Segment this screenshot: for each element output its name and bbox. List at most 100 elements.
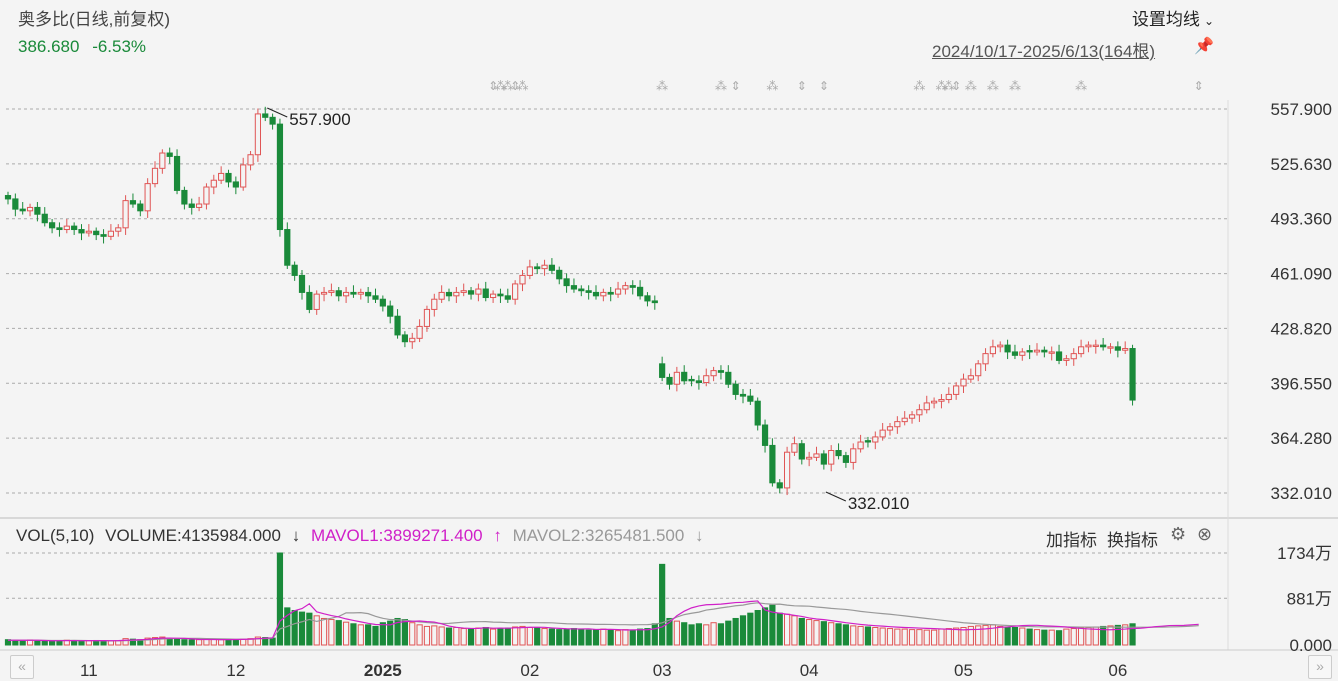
candle-body	[850, 448, 857, 463]
volume-bar	[710, 622, 717, 646]
volume-bar	[181, 639, 188, 646]
volume-bar	[739, 615, 747, 646]
candle-body	[144, 183, 151, 212]
candle-body	[739, 393, 747, 397]
volume-bar	[291, 610, 298, 646]
volume-indicator-bar: VOL(5,10) VOLUME:4135984.000 ↓ MAVOL1:38…	[16, 526, 710, 546]
candle-body	[49, 222, 56, 229]
candle-body	[1107, 346, 1114, 349]
candle-body	[872, 436, 879, 443]
change-percent: -6.53%	[92, 37, 147, 56]
volume-bar	[188, 639, 195, 646]
candle-body	[320, 291, 328, 295]
volume-bar	[497, 628, 504, 646]
volume-bar	[607, 629, 614, 646]
volume-bar	[754, 610, 761, 646]
candle-body	[276, 123, 284, 231]
mavol2-down-arrow: ↓	[695, 526, 704, 545]
candle-body	[960, 378, 967, 387]
volume-bar	[490, 628, 497, 646]
candle-body	[1129, 348, 1136, 401]
candle-body	[122, 200, 129, 229]
candle-body	[666, 376, 673, 385]
volume-bar	[453, 626, 460, 646]
volume-bar	[666, 617, 673, 646]
candle-body	[1041, 349, 1048, 353]
pin-icon[interactable]: 📌	[1194, 38, 1214, 55]
volume-bar	[365, 624, 372, 646]
switch-indicator-button[interactable]: 换指标	[1107, 531, 1158, 550]
candle-body	[394, 315, 401, 336]
volume-bar	[703, 624, 710, 646]
candle-body	[416, 325, 423, 339]
scroll-right-button[interactable]: »	[1308, 655, 1332, 679]
candle-body	[754, 400, 761, 426]
candle-body	[269, 116, 276, 125]
annotation-label: 332.010	[848, 494, 909, 513]
volume-bar	[276, 552, 284, 646]
candle-body	[490, 293, 497, 299]
volume-bar	[725, 620, 732, 646]
price-tick-label: 396.550	[1271, 374, 1332, 393]
scroll-left-button[interactable]: «	[10, 655, 34, 679]
candle-body	[798, 443, 805, 460]
candle-body	[695, 380, 702, 384]
candle-body	[592, 291, 600, 297]
volume-bar	[56, 640, 63, 646]
volume-bar	[12, 639, 19, 646]
candle-body	[85, 230, 92, 234]
volume-bar	[313, 615, 320, 646]
volume-bar	[953, 627, 960, 646]
volume-bar	[938, 628, 945, 646]
volume-bar	[578, 628, 585, 646]
volume-bar	[570, 628, 578, 646]
add-indicator-button[interactable]: 加指标	[1046, 531, 1097, 550]
last-price: 386.680	[18, 37, 80, 56]
candle-body	[343, 291, 350, 297]
volume-bar	[967, 625, 974, 646]
candle-body	[578, 288, 585, 292]
close-icon[interactable]: ⊗	[1197, 524, 1213, 544]
candle-body	[644, 295, 651, 302]
candle-body	[328, 290, 335, 293]
candle-body	[1055, 351, 1063, 361]
volume-bar	[343, 621, 350, 646]
volume-bar	[482, 626, 489, 646]
volume-bar	[916, 629, 923, 646]
candle-body	[151, 167, 159, 185]
volume-bar	[732, 617, 739, 646]
candle-body	[41, 213, 48, 224]
volume-bar	[879, 627, 886, 646]
volume-bar	[100, 640, 107, 646]
volume-bar	[820, 621, 827, 646]
candle-body	[864, 440, 872, 443]
volume-bar	[416, 624, 423, 646]
volume-bar	[923, 629, 930, 646]
volume-bar	[1100, 625, 1107, 646]
candle-body	[1004, 344, 1011, 353]
candle-body	[379, 298, 386, 307]
volume-bar	[1114, 624, 1121, 646]
event-marker-icon: ⁂	[965, 79, 977, 93]
volume-bar	[379, 622, 386, 646]
candle-body	[313, 293, 320, 310]
gear-icon[interactable]: ⚙	[1170, 524, 1187, 544]
candle-body	[548, 264, 555, 271]
event-marker-icon: ⇕	[488, 79, 498, 93]
candle-body	[93, 230, 100, 236]
volume-bar	[761, 607, 769, 646]
candle-body	[761, 424, 769, 446]
ma-settings-button[interactable]: 设置均线 ⌄	[1132, 5, 1214, 30]
candle-body	[196, 203, 203, 208]
candle-body	[806, 456, 813, 460]
candle-body	[225, 172, 232, 183]
volume-bar	[945, 628, 952, 646]
volume-bar	[166, 638, 173, 646]
volume-bar	[556, 629, 563, 646]
mavol1-line	[8, 600, 1199, 642]
candle-body	[1085, 344, 1092, 348]
date-range-link[interactable]: 2024/10/17-2025/6/13(164根)	[932, 42, 1156, 61]
candle-body	[218, 172, 225, 181]
candle-body	[725, 371, 732, 385]
